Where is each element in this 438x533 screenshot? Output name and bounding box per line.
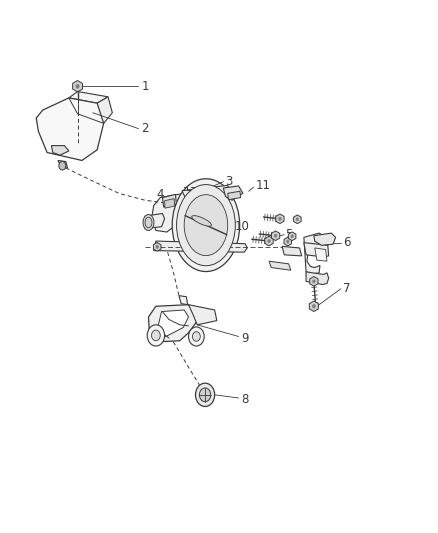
Text: 8: 8 [241, 393, 248, 406]
Polygon shape [97, 97, 113, 123]
Text: 11: 11 [256, 179, 271, 192]
Text: 7: 7 [343, 282, 350, 295]
Circle shape [286, 240, 289, 243]
Polygon shape [58, 160, 67, 168]
Circle shape [312, 304, 315, 308]
Circle shape [195, 383, 215, 407]
Polygon shape [156, 310, 188, 336]
Ellipse shape [192, 216, 212, 226]
Circle shape [188, 327, 204, 346]
Polygon shape [69, 92, 108, 103]
Text: 5: 5 [285, 228, 293, 241]
Circle shape [279, 217, 281, 221]
Polygon shape [179, 296, 187, 305]
Polygon shape [310, 277, 318, 286]
Circle shape [312, 280, 315, 283]
Polygon shape [304, 233, 328, 274]
Polygon shape [314, 233, 336, 245]
Polygon shape [165, 199, 175, 208]
Polygon shape [153, 243, 161, 251]
Ellipse shape [145, 217, 152, 228]
Ellipse shape [177, 184, 235, 266]
Ellipse shape [143, 215, 154, 230]
Polygon shape [315, 248, 327, 261]
Text: 6: 6 [343, 236, 350, 249]
Text: 1: 1 [141, 80, 149, 93]
Circle shape [59, 161, 66, 170]
Polygon shape [269, 261, 291, 270]
Polygon shape [228, 191, 241, 200]
Polygon shape [148, 305, 196, 342]
Polygon shape [152, 193, 188, 232]
Polygon shape [293, 215, 301, 224]
Circle shape [268, 239, 271, 243]
Circle shape [156, 245, 159, 248]
Polygon shape [272, 231, 280, 240]
Polygon shape [182, 185, 232, 200]
Circle shape [291, 235, 293, 238]
Polygon shape [154, 241, 247, 252]
Text: 4: 4 [156, 189, 164, 201]
Polygon shape [265, 236, 273, 246]
Ellipse shape [172, 179, 240, 271]
Circle shape [76, 84, 79, 88]
Text: 9: 9 [241, 332, 248, 344]
Circle shape [199, 388, 211, 402]
Polygon shape [304, 243, 328, 257]
Text: 3: 3 [226, 175, 233, 188]
Circle shape [274, 234, 277, 238]
Polygon shape [288, 232, 296, 240]
Text: 10: 10 [234, 220, 249, 233]
Text: 2: 2 [141, 122, 149, 135]
Polygon shape [73, 80, 82, 92]
Polygon shape [188, 305, 217, 325]
Circle shape [152, 330, 160, 341]
Polygon shape [51, 146, 69, 155]
Polygon shape [162, 195, 177, 207]
Polygon shape [306, 272, 328, 285]
Ellipse shape [184, 195, 228, 256]
Circle shape [147, 325, 165, 346]
Polygon shape [36, 98, 104, 160]
Polygon shape [276, 214, 284, 223]
Circle shape [296, 217, 299, 221]
Polygon shape [282, 246, 302, 256]
Polygon shape [145, 214, 165, 228]
Polygon shape [223, 186, 243, 200]
Polygon shape [284, 237, 292, 246]
Polygon shape [309, 301, 318, 311]
Circle shape [192, 332, 200, 341]
